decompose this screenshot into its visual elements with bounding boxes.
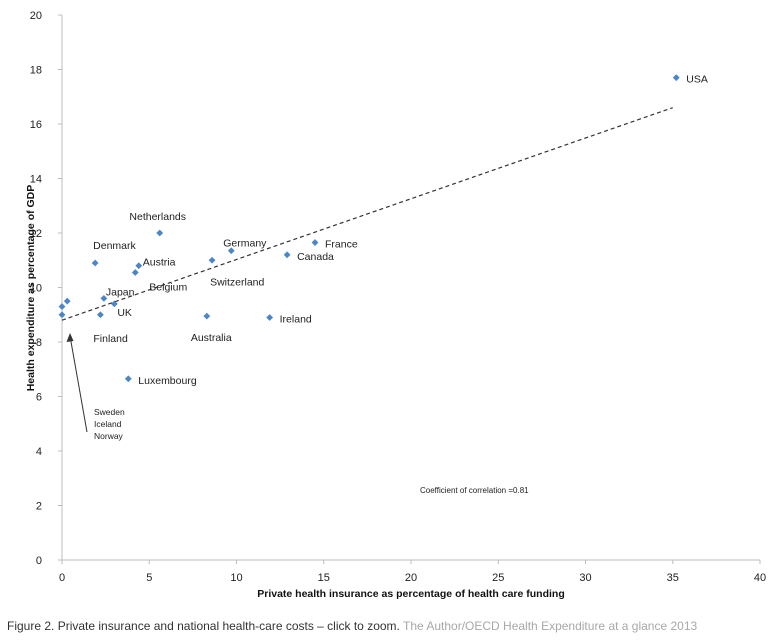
x-tick-label: 30 [579, 572, 591, 584]
point-label-netherlands: Netherlands [129, 211, 186, 223]
caption-text[interactable]: Figure 2. Private insurance and national… [7, 619, 400, 633]
data-point [58, 303, 66, 310]
correlation-note: Coefficient of correlation =0.81 [420, 486, 529, 495]
data-point-austria [135, 262, 143, 270]
figure-caption[interactable]: Figure 2. Private insurance and national… [7, 619, 767, 633]
x-tick-label: 0 [59, 572, 65, 584]
group-label-iceland: Iceland [94, 419, 122, 429]
point-label-luxembourg: Luxembourg [138, 375, 197, 387]
y-tick-label: 8 [36, 337, 42, 349]
y-tick-label: 14 [30, 174, 42, 186]
point-label-canada: Canada [297, 251, 334, 263]
point-label-france: France [325, 239, 358, 251]
trendline-group [61, 107, 673, 321]
caption-source: The Author/OECD Health Expenditure at a … [403, 619, 698, 633]
point-label-switzerland: Switzerland [210, 276, 264, 288]
x-tick-label: 15 [318, 572, 330, 584]
point-label-finland: Finland [93, 333, 128, 345]
y-tick-label: 4 [36, 446, 42, 458]
y-tick-label: 20 [30, 10, 42, 22]
data-point-switzerland [208, 256, 216, 264]
point-label-belgium: Belgium [149, 282, 187, 294]
data-point-germany [227, 247, 235, 255]
data-point [58, 311, 66, 319]
data-point-australia [203, 312, 211, 320]
data-point-finland [96, 311, 104, 319]
data-point-france [311, 239, 319, 246]
x-tick-label: 20 [405, 572, 417, 584]
y-ticks: 0 2 4 6 8 10 12 14 16 18 20 [30, 10, 62, 567]
data-point-luxembourg [124, 375, 132, 383]
data-point-belgium [131, 269, 139, 276]
data-point-canada [283, 251, 291, 259]
annotation-arrow [69, 335, 88, 433]
y-tick-label: 12 [30, 228, 42, 240]
y-tick-label: 2 [36, 501, 42, 513]
group-annotation: Sweden Iceland Norway [66, 333, 125, 441]
y-axis-title: Health expenditure as percentage of GDP [25, 185, 37, 392]
y-tick-label: 18 [30, 65, 42, 77]
point-label-denmark: Denmark [93, 240, 136, 252]
point-label-usa: USA [686, 74, 708, 86]
x-tick-label: 35 [667, 572, 679, 584]
data-points [58, 74, 680, 383]
point-label-japan: Japan [106, 286, 135, 298]
data-point-usa [672, 74, 680, 82]
data-point-ireland [266, 314, 274, 321]
x-axis-title: Private health insurance as percentage o… [257, 588, 565, 600]
data-point-netherlands [156, 229, 164, 237]
x-tick-label: 25 [492, 572, 504, 584]
y-tick-label: 16 [30, 119, 42, 131]
point-label-ireland: Ireland [280, 313, 312, 325]
point-label-germany: Germany [223, 238, 267, 250]
x-ticks: 0 5 10 15 20 25 30 35 40 [59, 560, 766, 584]
data-point [63, 297, 71, 305]
data-point-uk [110, 300, 118, 308]
x-tick-label: 40 [754, 572, 766, 584]
scatter-chart: 0 2 4 6 8 10 12 14 16 18 20 0 5 10 15 20 25 30 35 40 USA Ne… [25, 10, 766, 600]
group-label-norway: Norway [94, 431, 124, 441]
point-label-austria: Austria [143, 257, 176, 269]
data-point-japan [100, 295, 108, 302]
point-labels: USA Netherlands France Germany Canada Switzer… [93, 74, 708, 387]
y-tick-label: 0 [36, 555, 42, 567]
x-tick-label: 10 [230, 572, 242, 584]
point-label-australia: Australia [191, 332, 232, 344]
point-label-uk: UK [117, 307, 132, 319]
arrow-head [66, 333, 74, 342]
data-point-denmark [91, 259, 99, 267]
y-tick-label: 10 [30, 283, 42, 295]
x-tick-label: 5 [146, 572, 152, 584]
trendline [61, 107, 673, 321]
y-tick-label: 6 [36, 392, 42, 404]
group-label-sweden: Sweden [94, 407, 125, 417]
